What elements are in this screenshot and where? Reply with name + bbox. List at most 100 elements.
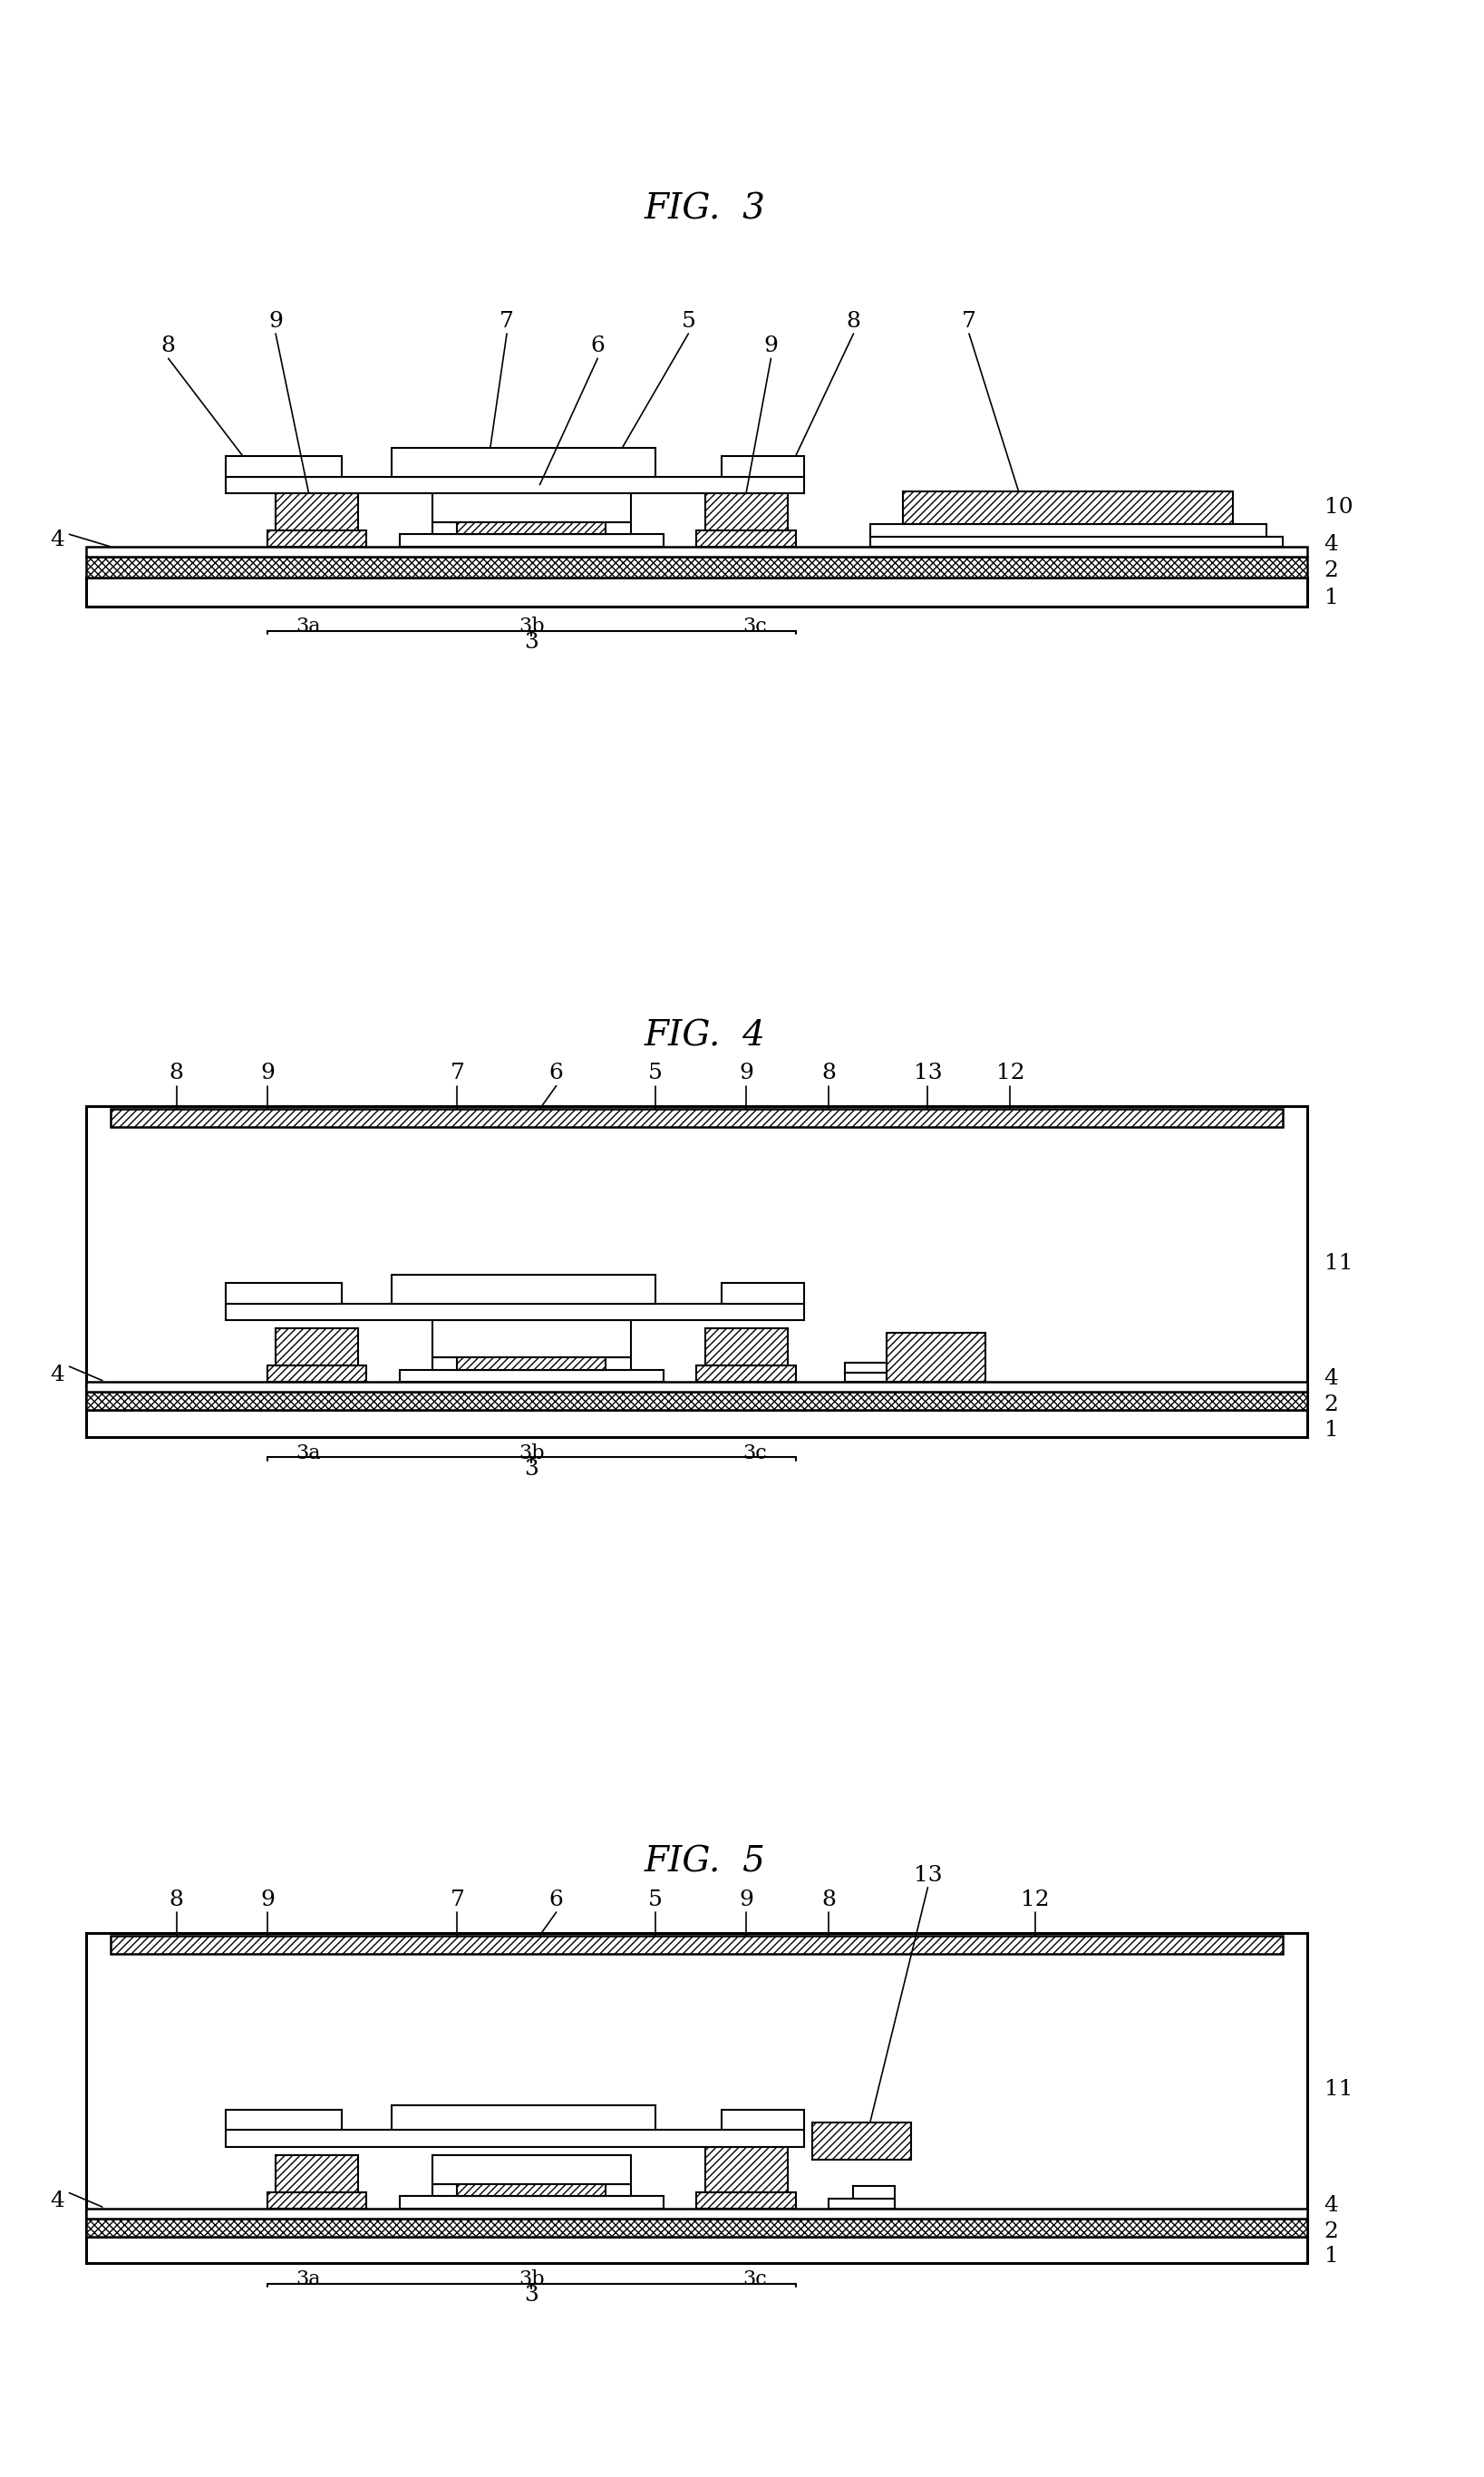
Text: 8: 8 bbox=[169, 1890, 184, 1910]
Text: 3a: 3a bbox=[297, 617, 321, 637]
Text: 2: 2 bbox=[1324, 560, 1339, 582]
Bar bbox=[86, 2209, 1307, 2219]
Text: 4: 4 bbox=[1324, 533, 1339, 555]
Bar bbox=[226, 456, 341, 476]
Bar bbox=[399, 2197, 663, 2209]
Bar bbox=[399, 535, 663, 547]
Text: 1: 1 bbox=[1324, 1419, 1339, 1442]
Text: 3: 3 bbox=[524, 1459, 539, 1479]
Text: 11: 11 bbox=[1324, 2078, 1352, 2100]
Text: 3b: 3b bbox=[518, 1444, 545, 1464]
Bar bbox=[696, 1365, 795, 1382]
Bar bbox=[267, 530, 367, 547]
Bar bbox=[276, 1328, 358, 1365]
Bar bbox=[432, 485, 631, 523]
Text: FIG.  5: FIG. 5 bbox=[644, 1845, 766, 1880]
Bar bbox=[870, 538, 1282, 547]
Text: 8: 8 bbox=[846, 310, 861, 332]
Bar bbox=[721, 456, 804, 476]
Bar bbox=[457, 513, 605, 535]
Bar bbox=[392, 2105, 656, 2130]
Text: 4: 4 bbox=[1324, 2195, 1339, 2217]
Bar bbox=[111, 1935, 1282, 1954]
Bar bbox=[432, 2155, 631, 2185]
Text: 3c: 3c bbox=[742, 1444, 767, 1464]
Bar bbox=[870, 525, 1266, 538]
Text: 6: 6 bbox=[591, 334, 605, 357]
Text: 4: 4 bbox=[1324, 1367, 1339, 1390]
Bar bbox=[86, 1107, 1307, 1407]
Text: 7: 7 bbox=[450, 1890, 464, 1910]
Bar bbox=[267, 1365, 367, 1382]
Text: 9: 9 bbox=[764, 334, 778, 357]
Bar bbox=[86, 2237, 1307, 2264]
Text: 4: 4 bbox=[49, 1365, 64, 1385]
Bar bbox=[267, 2192, 367, 2209]
Text: 2: 2 bbox=[1324, 2222, 1339, 2242]
Bar bbox=[696, 2192, 795, 2209]
Text: 5: 5 bbox=[649, 1890, 662, 1910]
Bar bbox=[846, 1372, 911, 1382]
Text: 3a: 3a bbox=[297, 1444, 321, 1464]
Bar bbox=[828, 2200, 895, 2209]
Bar bbox=[392, 1276, 656, 1303]
Text: 12: 12 bbox=[996, 1063, 1024, 1085]
Bar bbox=[904, 490, 1233, 525]
Text: 3a: 3a bbox=[297, 2269, 321, 2289]
Text: 2: 2 bbox=[1324, 1395, 1339, 1417]
Bar bbox=[721, 2110, 804, 2130]
Text: 1: 1 bbox=[1324, 2247, 1339, 2266]
Bar bbox=[86, 1392, 1307, 1409]
Text: 8: 8 bbox=[822, 1890, 835, 1910]
Text: 8: 8 bbox=[169, 1063, 184, 1085]
Text: 13: 13 bbox=[914, 1865, 942, 1885]
Text: 6: 6 bbox=[549, 1890, 564, 1910]
Bar bbox=[276, 2155, 358, 2192]
Bar bbox=[846, 1362, 895, 1372]
Text: 6: 6 bbox=[549, 1063, 564, 1085]
Bar bbox=[432, 1357, 631, 1370]
Text: 9: 9 bbox=[739, 1890, 754, 1910]
Text: 9: 9 bbox=[260, 1890, 275, 1910]
Text: 3c: 3c bbox=[742, 617, 767, 637]
Bar bbox=[705, 493, 788, 530]
Bar bbox=[705, 1328, 788, 1365]
Bar bbox=[226, 1283, 341, 1303]
Bar bbox=[276, 493, 358, 530]
Bar bbox=[696, 530, 795, 547]
Text: 8: 8 bbox=[162, 334, 175, 357]
Bar bbox=[86, 547, 1307, 557]
Bar bbox=[111, 1110, 1282, 1127]
Text: 7: 7 bbox=[450, 1063, 464, 1085]
Text: 12: 12 bbox=[1021, 1890, 1049, 1910]
Bar bbox=[86, 1932, 1307, 2234]
Text: 7: 7 bbox=[500, 310, 513, 332]
Text: 9: 9 bbox=[260, 1063, 275, 1085]
Text: 3b: 3b bbox=[518, 617, 545, 637]
Text: FIG.  3: FIG. 3 bbox=[644, 193, 766, 225]
Bar bbox=[86, 1382, 1307, 1392]
Bar bbox=[457, 1350, 605, 1370]
Bar bbox=[705, 2148, 788, 2192]
Text: 4: 4 bbox=[49, 530, 64, 550]
Bar bbox=[226, 476, 804, 493]
Text: 10: 10 bbox=[1324, 495, 1353, 518]
Text: 3: 3 bbox=[524, 632, 539, 654]
Text: 8: 8 bbox=[822, 1063, 835, 1085]
Text: 9: 9 bbox=[269, 310, 283, 332]
Bar bbox=[853, 2187, 895, 2200]
Bar bbox=[86, 1409, 1307, 1437]
Text: 3b: 3b bbox=[518, 2269, 545, 2289]
Bar bbox=[226, 2110, 341, 2130]
Bar bbox=[392, 448, 656, 476]
Bar bbox=[86, 577, 1307, 607]
Bar bbox=[226, 1303, 804, 1320]
Text: FIG.  4: FIG. 4 bbox=[644, 1021, 766, 1053]
Bar bbox=[86, 2219, 1307, 2237]
Text: 4: 4 bbox=[49, 2190, 64, 2212]
Text: 7: 7 bbox=[962, 310, 976, 332]
Text: 11: 11 bbox=[1324, 1253, 1352, 1273]
Bar bbox=[457, 2175, 605, 2197]
Bar bbox=[226, 2130, 804, 2148]
Bar bbox=[399, 1370, 663, 1382]
